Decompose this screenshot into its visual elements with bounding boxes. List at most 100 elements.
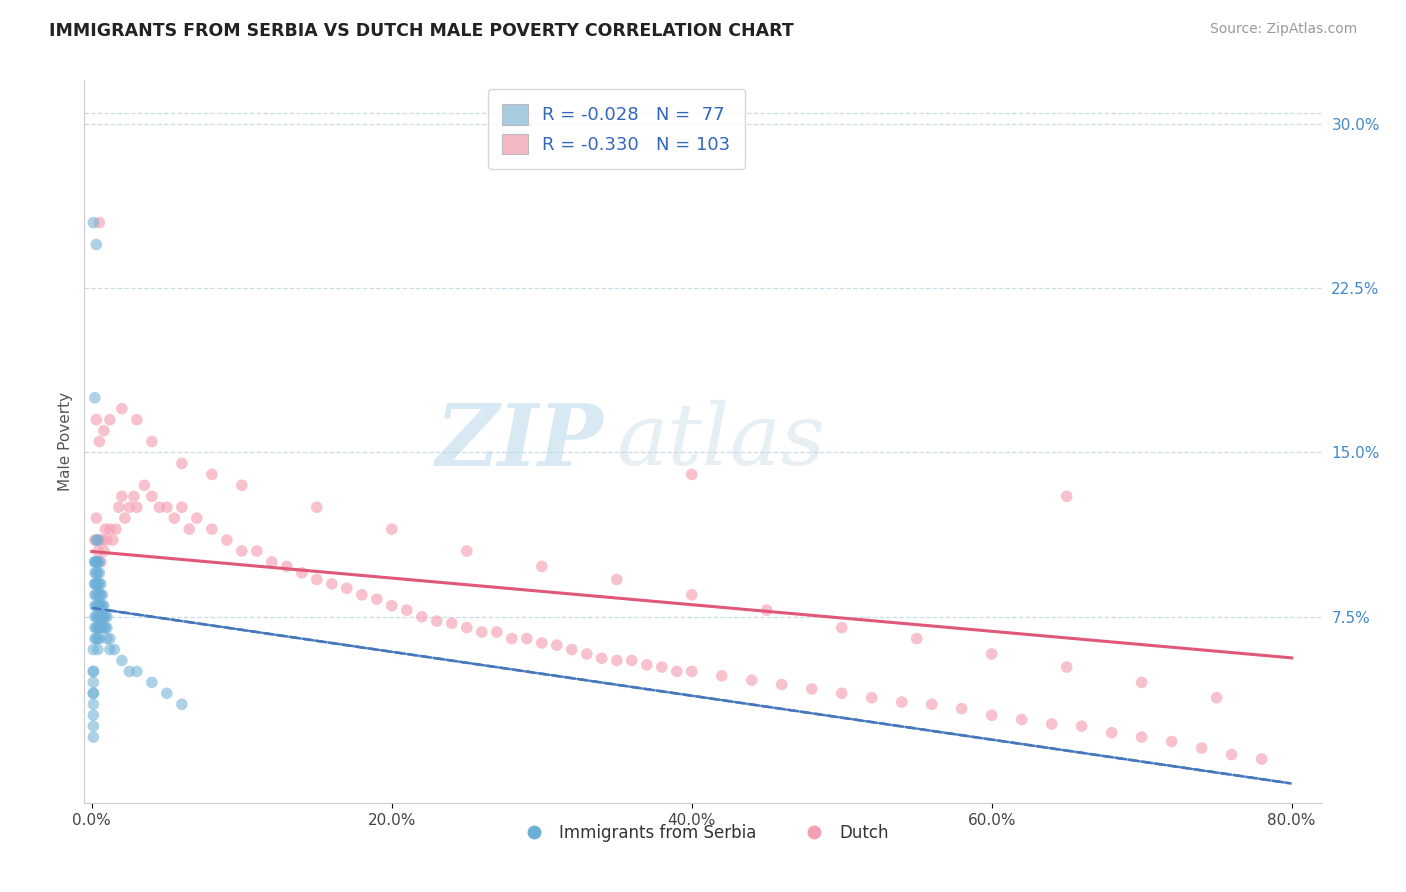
Point bbox=[546, 638, 568, 652]
Point bbox=[1056, 489, 1078, 503]
Point bbox=[163, 511, 186, 525]
Point bbox=[82, 698, 104, 712]
Point bbox=[1070, 719, 1092, 733]
Point bbox=[291, 566, 314, 580]
Point bbox=[82, 642, 104, 657]
Point bbox=[156, 500, 179, 515]
Point bbox=[1130, 675, 1153, 690]
Point bbox=[179, 522, 201, 536]
Point bbox=[1191, 741, 1213, 756]
Point bbox=[305, 573, 328, 587]
Point bbox=[96, 609, 118, 624]
Point bbox=[170, 500, 193, 515]
Point bbox=[96, 533, 118, 547]
Text: Source: ZipAtlas.com: Source: ZipAtlas.com bbox=[1209, 22, 1357, 37]
Point bbox=[98, 412, 121, 426]
Text: ZIP: ZIP bbox=[436, 400, 605, 483]
Point bbox=[1160, 734, 1182, 748]
Point bbox=[381, 522, 404, 536]
Point bbox=[89, 621, 111, 635]
Point bbox=[83, 599, 105, 613]
Point bbox=[89, 533, 111, 547]
Point bbox=[94, 621, 117, 635]
Point bbox=[91, 609, 114, 624]
Point bbox=[122, 489, 145, 503]
Point bbox=[681, 588, 703, 602]
Point bbox=[231, 478, 253, 492]
Point bbox=[96, 621, 118, 635]
Point bbox=[111, 401, 134, 416]
Point bbox=[141, 489, 163, 503]
Point bbox=[426, 614, 449, 628]
Point bbox=[90, 555, 112, 569]
Point bbox=[395, 603, 418, 617]
Point bbox=[93, 544, 115, 558]
Point bbox=[921, 698, 943, 712]
Point bbox=[516, 632, 538, 646]
Point bbox=[103, 642, 125, 657]
Point bbox=[83, 577, 105, 591]
Point bbox=[87, 544, 110, 558]
Point bbox=[86, 632, 108, 646]
Point bbox=[86, 237, 108, 252]
Point bbox=[456, 544, 478, 558]
Y-axis label: Male Poverty: Male Poverty bbox=[58, 392, 73, 491]
Point bbox=[276, 559, 298, 574]
Point bbox=[125, 412, 148, 426]
Point bbox=[1205, 690, 1227, 705]
Point bbox=[118, 665, 141, 679]
Point bbox=[606, 573, 628, 587]
Point bbox=[170, 457, 193, 471]
Point bbox=[651, 660, 673, 674]
Point bbox=[456, 621, 478, 635]
Point bbox=[890, 695, 912, 709]
Text: IMMIGRANTS FROM SERBIA VS DUTCH MALE POVERTY CORRELATION CHART: IMMIGRANTS FROM SERBIA VS DUTCH MALE POV… bbox=[49, 22, 794, 40]
Point bbox=[89, 566, 111, 580]
Point bbox=[98, 642, 121, 657]
Point bbox=[1101, 725, 1123, 739]
Point bbox=[485, 625, 508, 640]
Point bbox=[201, 467, 224, 482]
Point bbox=[501, 632, 523, 646]
Point bbox=[86, 621, 108, 635]
Point bbox=[215, 533, 238, 547]
Point bbox=[141, 434, 163, 449]
Point bbox=[111, 653, 134, 667]
Point bbox=[94, 609, 117, 624]
Point bbox=[83, 632, 105, 646]
Point bbox=[755, 603, 778, 617]
Point bbox=[82, 730, 104, 744]
Point bbox=[411, 609, 433, 624]
Point bbox=[87, 599, 110, 613]
Point bbox=[86, 609, 108, 624]
Point bbox=[860, 690, 883, 705]
Point bbox=[86, 599, 108, 613]
Point bbox=[260, 555, 283, 569]
Point bbox=[83, 533, 105, 547]
Point bbox=[93, 424, 115, 438]
Point bbox=[89, 609, 111, 624]
Point bbox=[1040, 717, 1063, 731]
Point bbox=[350, 588, 373, 602]
Point bbox=[93, 599, 115, 613]
Point bbox=[83, 555, 105, 569]
Point bbox=[950, 701, 973, 715]
Point bbox=[134, 478, 156, 492]
Point bbox=[111, 489, 134, 503]
Point bbox=[89, 577, 111, 591]
Point bbox=[87, 577, 110, 591]
Point bbox=[83, 621, 105, 635]
Point bbox=[89, 632, 111, 646]
Point bbox=[89, 588, 111, 602]
Point bbox=[246, 544, 269, 558]
Point bbox=[905, 632, 928, 646]
Point bbox=[82, 719, 104, 733]
Point bbox=[89, 216, 111, 230]
Point bbox=[561, 642, 583, 657]
Point bbox=[148, 500, 170, 515]
Point bbox=[114, 511, 136, 525]
Point bbox=[87, 555, 110, 569]
Point bbox=[86, 555, 108, 569]
Point bbox=[620, 653, 643, 667]
Point bbox=[96, 632, 118, 646]
